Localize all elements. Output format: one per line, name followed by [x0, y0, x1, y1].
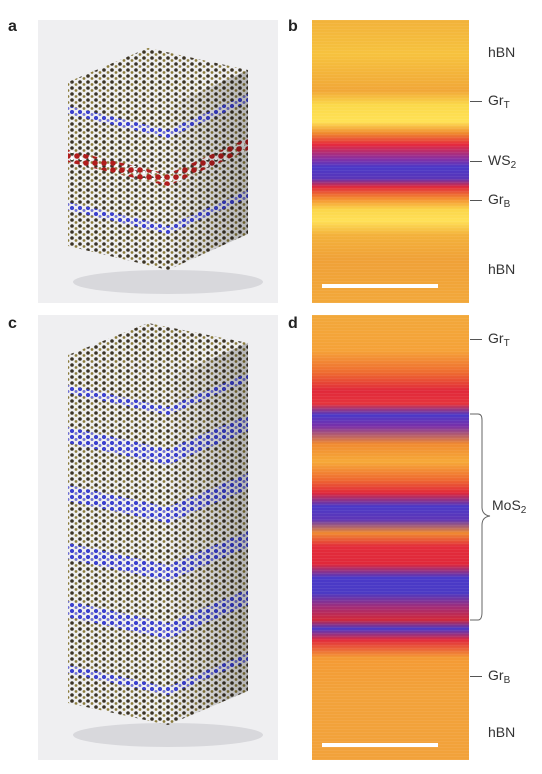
- label-b-gr-t: GrT: [488, 92, 510, 111]
- schematic-c-drawing: [68, 323, 263, 747]
- label-b-hbn-top: hBN: [488, 44, 516, 60]
- label-b-ws2: WS2: [488, 152, 517, 171]
- map-d-image: [312, 315, 469, 760]
- panel-letter-a: a: [8, 18, 17, 35]
- scale-bar-b: [322, 284, 438, 288]
- map-b-image: [312, 20, 469, 303]
- label-b-gr-b: GrB: [488, 191, 511, 210]
- label-d-mos2: MoS2: [492, 497, 527, 516]
- panel-letter-b: b: [288, 18, 298, 35]
- panel-letter-d: d: [288, 315, 298, 332]
- tick-d-gr-t: [470, 339, 482, 340]
- microscopy-map-ws2: [312, 20, 469, 303]
- schematic-mos2-heterostructure: [38, 315, 278, 760]
- tick-b-gr-t: [470, 101, 482, 102]
- brace-mos2: [470, 413, 491, 621]
- panel-letter-c: c: [8, 315, 17, 332]
- tick-d-gr-b: [470, 676, 482, 677]
- label-b-hbn-bottom: hBN: [488, 261, 516, 277]
- label-d-hbn-bottom: hBN: [488, 724, 516, 740]
- tick-b-ws2: [470, 161, 482, 162]
- schematic-ws2-heterostructure: [38, 20, 278, 303]
- label-d-gr-b: GrB: [488, 667, 511, 686]
- schematic-a-drawing: [68, 48, 263, 294]
- tick-b-gr-b: [470, 200, 482, 201]
- label-d-gr-t: GrT: [488, 330, 510, 349]
- microscopy-map-mos2: [312, 315, 469, 760]
- scale-bar-d: [322, 743, 438, 747]
